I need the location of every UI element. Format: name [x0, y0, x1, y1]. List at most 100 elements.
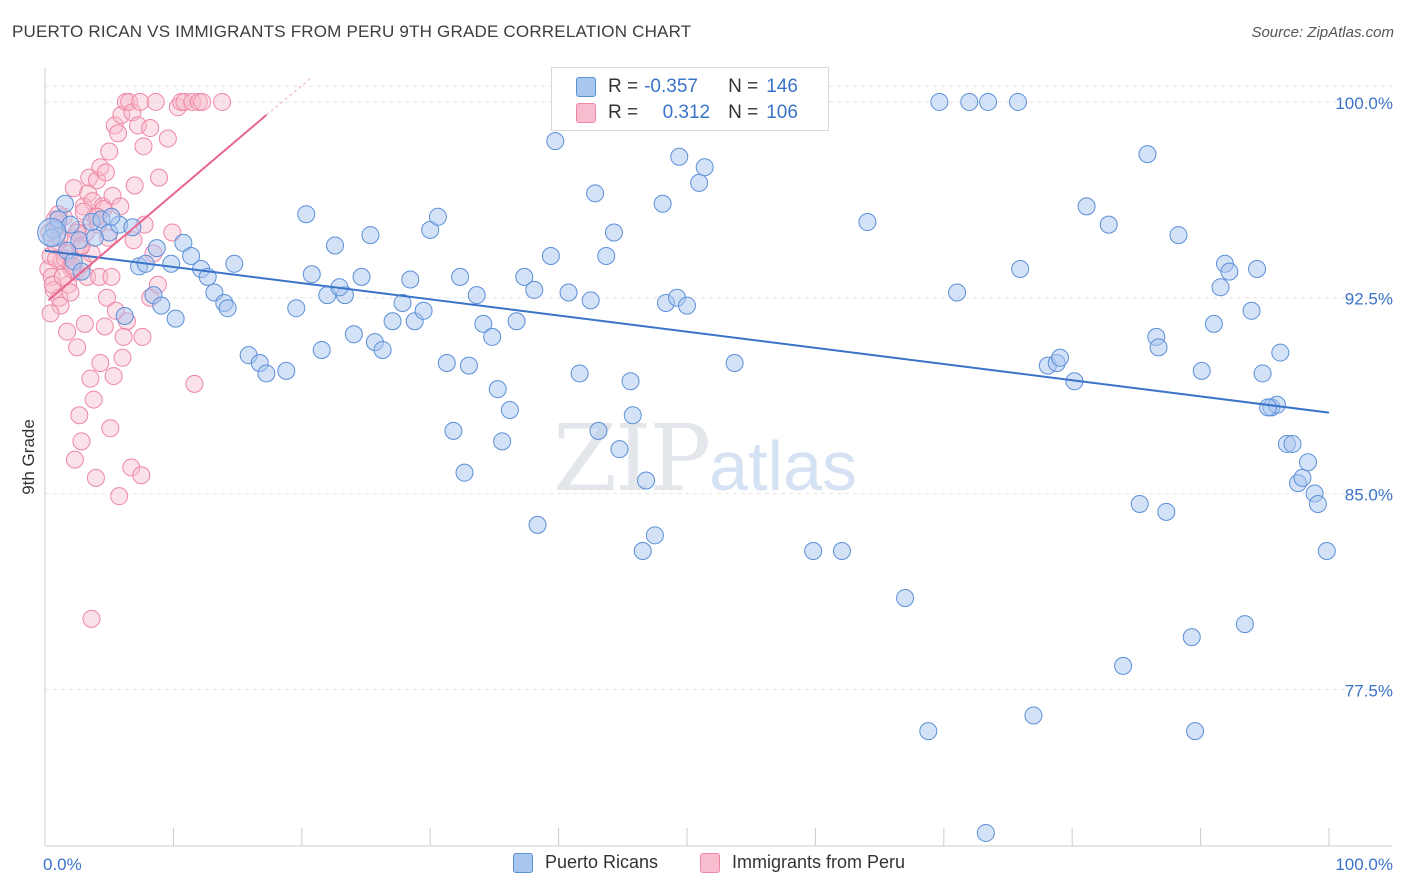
puerto-rican-point [152, 296, 171, 315]
puerto-rican-point [633, 541, 652, 560]
peru-point [65, 450, 84, 469]
puerto-rican-point [653, 194, 672, 213]
puerto-rican-point [493, 432, 512, 451]
peru-point [163, 223, 182, 242]
puerto-rican-point [162, 254, 181, 273]
puerto-rican-points [37, 92, 1336, 842]
puerto-rican-point [344, 325, 363, 344]
puerto-rican-point [451, 267, 470, 286]
bottom-legend-puerto-ricans: Puerto Ricans [513, 852, 658, 873]
legend-n-label: N = [728, 102, 759, 123]
puerto-rican-point [401, 270, 420, 289]
peru-point [114, 327, 133, 346]
peru-point [109, 124, 128, 143]
puerto-rican-point [444, 421, 463, 440]
peru-point [72, 432, 91, 451]
puerto-rican-point [515, 267, 534, 286]
puerto-rican-point [1308, 494, 1327, 513]
puerto-rican-point [623, 406, 642, 425]
puerto-rican-point [979, 92, 998, 111]
legend-swatch-blue [576, 77, 596, 97]
puerto-rican-point [414, 301, 433, 320]
peru-point [150, 168, 169, 187]
bottom-legend-peru: Immigrants from Peru [700, 852, 905, 873]
peru-trend-line [47, 114, 268, 302]
x-tick-label: 100.0% [1335, 855, 1393, 874]
legend-n-value: 146 [766, 76, 798, 97]
puerto-rican-point [896, 588, 915, 607]
puerto-rican-point [102, 207, 121, 226]
legend-n-label: N = [728, 76, 759, 97]
legend-swatch-pink [576, 103, 596, 123]
source-label: Source: ZipAtlas.com [1251, 24, 1394, 41]
peru-point [183, 92, 202, 111]
peru-point [61, 283, 80, 302]
puerto-rican-point [85, 228, 104, 247]
tick-labels: 100.0% 92.5% 85.0% 77.5% 9th Grade 0.0% 100.0% [19, 94, 1393, 874]
puerto-rican-point [225, 254, 244, 273]
puerto-rican-point [500, 401, 519, 420]
peru-point [82, 609, 101, 628]
puerto-rican-point [1077, 197, 1096, 216]
peru-point [86, 468, 105, 487]
puerto-rican-point [437, 354, 456, 373]
puerto-rican-point [1298, 453, 1317, 472]
legend-n-value: 106 [766, 102, 798, 123]
peru-point [84, 390, 103, 409]
puerto-rican-point [1220, 262, 1239, 281]
y-axis-label: 9th Grade [19, 419, 38, 495]
peru-point [141, 119, 160, 138]
puerto-rican-point [474, 314, 493, 333]
puerto-rican-point [488, 380, 507, 399]
peru-point [146, 92, 165, 111]
peru-point [113, 348, 132, 367]
peru-point [96, 163, 115, 182]
puerto-rican-point [1099, 215, 1118, 234]
puerto-rican-point [637, 471, 656, 490]
puerto-rican-point [1051, 348, 1070, 367]
puerto-rican-point [621, 372, 640, 391]
puerto-rican-point [1259, 398, 1278, 417]
peru-point [104, 367, 123, 386]
puerto-rican-point [1114, 656, 1133, 675]
peru-point [58, 322, 77, 341]
puerto-rican-point [695, 158, 714, 177]
y-tick-label: 85.0% [1345, 486, 1393, 505]
watermark-atlas: atlas [709, 427, 858, 505]
peru-point [97, 288, 116, 307]
peru-point [95, 317, 114, 336]
puerto-rican-point [55, 194, 74, 213]
peru-point [132, 466, 151, 485]
puerto-rican-point [1253, 364, 1272, 383]
puerto-rican-point [1317, 541, 1336, 560]
legend-r-label: R = [608, 76, 639, 97]
puerto-rican-point [690, 173, 709, 192]
puerto-rican-point [326, 236, 345, 255]
puerto-rican-point [393, 293, 412, 312]
puerto-rican-point [383, 312, 402, 331]
peru-point [64, 179, 83, 198]
peru-point [91, 354, 110, 373]
puerto-rican-point [559, 283, 578, 302]
puerto-rican-point [277, 361, 296, 380]
peru-point [131, 92, 150, 111]
puerto-rican-point [610, 440, 629, 459]
puerto-rican-point [147, 239, 166, 258]
peru-point [122, 458, 141, 477]
peru-point [158, 129, 177, 148]
puerto-rican-point [804, 541, 823, 560]
puerto-rican-point [528, 515, 547, 534]
puerto-rican-point [541, 246, 560, 265]
puerto-rican-point [287, 299, 306, 318]
trend-lines [44, 77, 1330, 414]
puerto-rican-point [297, 205, 316, 224]
peru-point [133, 327, 152, 346]
puerto-rican-point [1011, 260, 1030, 279]
chart-title: PUERTO RICAN VS IMMIGRANTS FROM PERU 9TH… [12, 22, 692, 41]
puerto-rican-point [570, 364, 589, 383]
puerto-rican-point [581, 291, 600, 310]
legend-swatch-pink [700, 852, 720, 873]
puerto-rican-point [645, 526, 664, 545]
y-tick-label: 77.5% [1345, 681, 1393, 700]
